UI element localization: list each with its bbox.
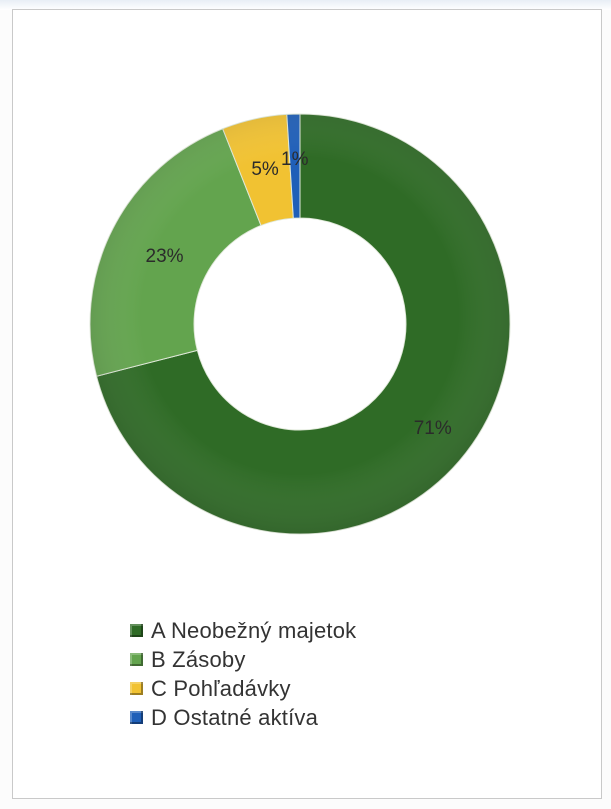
chart-legend: A Neobežný majetok B Zásoby C Pohľadávky…	[130, 616, 490, 732]
data-label-c-pohladavky: 5%	[251, 159, 279, 180]
top-edge	[0, 0, 611, 10]
legend-swatch-b	[130, 653, 143, 666]
legend-label-a: A Neobežný majetok	[151, 617, 357, 643]
legend-item: A Neobežný majetok	[130, 616, 490, 645]
legend-label-b: B Zásoby	[151, 646, 246, 672]
legend-item: D Ostatné aktíva	[130, 703, 490, 732]
legend-swatch-c	[130, 682, 143, 695]
legend-swatch-d	[130, 711, 143, 724]
data-label-d-ostatne-aktiva: 1%	[281, 149, 309, 170]
data-label-a-neobezny-majetok: 71%	[414, 418, 452, 439]
legend-swatch-a	[130, 624, 143, 637]
data-label-b-zasoby: 23%	[146, 246, 184, 267]
legend-label-c: C Pohľadávky	[151, 675, 291, 701]
legend-item: B Zásoby	[130, 645, 490, 674]
donut-hole	[194, 218, 406, 430]
legend-label-d: D Ostatné aktíva	[151, 704, 319, 730]
legend-item: C Pohľadávky	[130, 674, 490, 703]
